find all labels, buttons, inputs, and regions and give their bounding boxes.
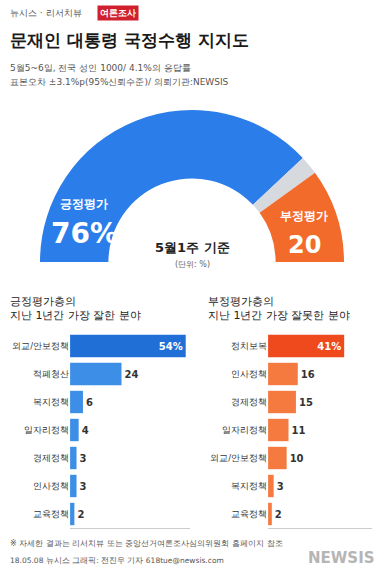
svg-text:긍정평가층의지난 1년간 가장 잘한 분야: 긍정평가층의지난 1년간 가장 잘한 분야 bbox=[10, 295, 141, 322]
svg-text:3: 3 bbox=[80, 481, 87, 492]
svg-text:뉴시스 · 리서치뷰: 뉴시스 · 리서치뷰 bbox=[10, 8, 82, 18]
svg-text:54%: 54% bbox=[159, 341, 183, 352]
svg-text:3: 3 bbox=[277, 481, 284, 492]
svg-text:적폐청산: 적폐청산 bbox=[33, 369, 69, 379]
svg-text:10: 10 bbox=[290, 453, 304, 464]
svg-text:4: 4 bbox=[82, 425, 89, 436]
svg-text:인사정책: 인사정책 bbox=[231, 369, 267, 379]
svg-text:※ 자세한 결과는 리서치뷰 또는 중앙선거여론조사심의위원: ※ 자세한 결과는 리서치뷰 또는 중앙선거여론조사심의위원회 홈페이지 참조 bbox=[10, 539, 283, 548]
svg-text:교육정책: 교육정책 bbox=[231, 509, 267, 519]
svg-text:NEWSIS: NEWSIS bbox=[308, 549, 375, 567]
svg-text:5월5~6일, 전국 성인 1000/ 4.1%의 응답률: 5월5~6일, 전국 성인 1000/ 4.1%의 응답률 bbox=[10, 63, 191, 73]
svg-text:경제정책: 경제정책 bbox=[231, 397, 267, 407]
svg-text:문재인 대통령 국정수행 지지도: 문재인 대통령 국정수행 지지도 bbox=[10, 30, 249, 50]
svg-text:외교/안보정책: 외교/안보정책 bbox=[12, 341, 69, 351]
svg-text:24: 24 bbox=[124, 369, 138, 380]
svg-text:일자리정책: 일자리정책 bbox=[24, 425, 69, 435]
svg-text:(단위: %): (단위: %) bbox=[175, 260, 210, 269]
svg-text:부정평가층의지난 1년간 가장 잘못한 분야: 부정평가층의지난 1년간 가장 잘못한 분야 bbox=[208, 295, 350, 322]
svg-text:교육정책: 교육정책 bbox=[33, 509, 69, 519]
svg-text:2: 2 bbox=[275, 509, 282, 520]
svg-text:5월1주 기준: 5월1주 기준 bbox=[155, 240, 230, 255]
svg-text:76%: 76% bbox=[51, 217, 118, 250]
svg-text:복지정책: 복지정책 bbox=[33, 397, 69, 407]
svg-text:2: 2 bbox=[77, 509, 84, 520]
svg-text:일자리정책: 일자리정책 bbox=[222, 425, 267, 435]
svg-text:3: 3 bbox=[80, 453, 87, 464]
svg-text:정치보복: 정치보복 bbox=[231, 341, 267, 351]
svg-text:6: 6 bbox=[86, 397, 93, 408]
svg-text:부정평가: 부정평가 bbox=[280, 209, 328, 223]
svg-text:복지정책: 복지정책 bbox=[231, 481, 267, 491]
svg-text:경제정책: 경제정책 bbox=[33, 453, 69, 463]
svg-text:11: 11 bbox=[292, 425, 306, 436]
svg-text:표본오차 ±3.1%p(95%신뢰수준)/ 의뢰기관:NEW: 표본오차 ±3.1%p(95%신뢰수준)/ 의뢰기관:NEWSIS bbox=[10, 77, 229, 87]
svg-text:15: 15 bbox=[299, 397, 313, 408]
svg-text:긍정평가: 긍정평가 bbox=[60, 197, 108, 211]
svg-text:18.05.08 뉴시스 그래픽: 전진우 기자 618tu: 18.05.08 뉴시스 그래픽: 전진우 기자 618tue@newsis.c… bbox=[10, 556, 224, 565]
svg-text:인사정책: 인사정책 bbox=[33, 481, 69, 491]
svg-text:외교/안보정책: 외교/안보정책 bbox=[210, 453, 267, 463]
svg-text:여론조사: 여론조사 bbox=[100, 8, 136, 18]
svg-text:16: 16 bbox=[301, 369, 315, 380]
svg-text:20: 20 bbox=[288, 231, 321, 259]
svg-text:41%: 41% bbox=[317, 341, 341, 352]
